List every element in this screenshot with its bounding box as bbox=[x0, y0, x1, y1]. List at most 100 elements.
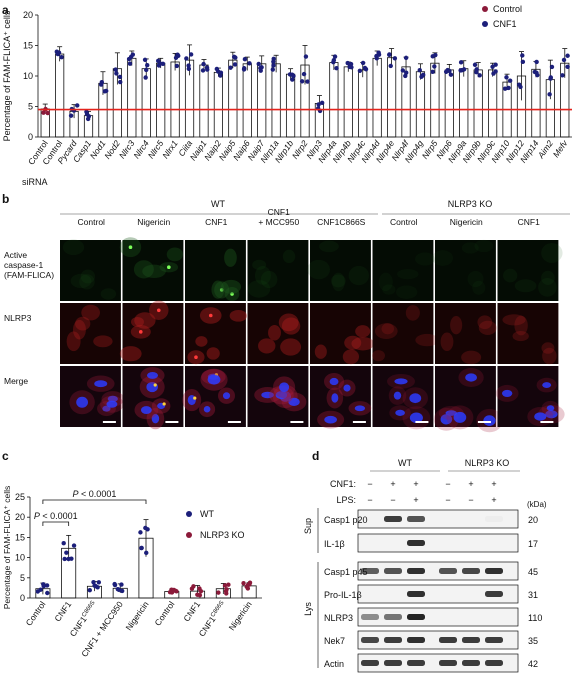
nucleus bbox=[440, 414, 453, 425]
chart-a-bar bbox=[127, 57, 137, 138]
cell-signal bbox=[541, 342, 555, 354]
chart-c-point bbox=[171, 587, 177, 593]
cell-signal bbox=[62, 239, 85, 256]
blot-group-wt: WT bbox=[398, 458, 412, 468]
cell-signal bbox=[440, 332, 454, 352]
chart-a-bar bbox=[415, 71, 426, 138]
nucleus bbox=[331, 393, 339, 403]
chart-a-point bbox=[420, 72, 426, 78]
chart-c-point bbox=[96, 580, 102, 585]
chart-c-point bbox=[116, 587, 122, 592]
chart-a-point bbox=[205, 67, 210, 72]
chart-a-point bbox=[560, 73, 565, 78]
legend-wt-label: WT bbox=[200, 509, 214, 519]
chart-c-ytick-label: 20 bbox=[15, 512, 25, 522]
blot-band bbox=[439, 660, 457, 666]
chart-a-point bbox=[232, 62, 238, 67]
chart-a-bar bbox=[531, 68, 541, 138]
micrograph-row-label: Active bbox=[4, 250, 27, 260]
blot-band bbox=[384, 637, 402, 643]
chart-a-point bbox=[156, 63, 162, 68]
chart-a-point bbox=[316, 102, 321, 107]
chart-c-point bbox=[222, 583, 228, 588]
chart-a-point bbox=[549, 64, 555, 70]
chart-a-point bbox=[532, 69, 538, 75]
cell-signal bbox=[72, 319, 86, 340]
chart-a-point bbox=[99, 80, 105, 85]
cell-signal bbox=[229, 309, 248, 322]
nucleus bbox=[542, 382, 552, 389]
blot-band bbox=[485, 637, 503, 643]
nucleus bbox=[483, 415, 496, 426]
chart-a-point bbox=[360, 60, 366, 66]
lps-lane-sign: − bbox=[390, 495, 395, 505]
legend-cnf1-dot bbox=[482, 21, 488, 27]
blot-row-label: NLRP3 bbox=[324, 613, 353, 623]
micrograph-tile bbox=[60, 240, 121, 301]
chart-a-point bbox=[256, 61, 261, 67]
cell-signal bbox=[374, 323, 398, 340]
blot-kda-value: 45 bbox=[528, 567, 538, 577]
chart-c-legend: WT NLRP3 KO bbox=[186, 509, 245, 540]
chart-a-bar bbox=[372, 57, 382, 138]
blot-band bbox=[384, 614, 402, 620]
cell-signal bbox=[66, 331, 81, 352]
cell-signal bbox=[542, 347, 557, 365]
chart-c-point bbox=[62, 556, 67, 562]
chart-a-point bbox=[143, 75, 148, 80]
chart-a-point bbox=[174, 63, 180, 69]
chart-a-point bbox=[319, 100, 325, 106]
cell-signal bbox=[100, 288, 117, 300]
chart-c-ytick-label: 5 bbox=[20, 573, 25, 583]
nucleus bbox=[207, 374, 221, 385]
chart-a-point bbox=[345, 60, 350, 66]
chart-a-point bbox=[305, 79, 310, 84]
chart-a-point bbox=[565, 53, 570, 58]
significance-bracket bbox=[42, 521, 70, 526]
chart-a-point bbox=[102, 89, 107, 94]
chart-c-point bbox=[91, 580, 96, 585]
chart-a-point bbox=[59, 54, 64, 60]
western-blot-panel: WT NLRP3 KO CNF1: LPS: (kDa) Sup Lys − + +… bbox=[303, 458, 547, 673]
chart-a-point bbox=[507, 78, 513, 83]
chart-a-point bbox=[432, 64, 437, 69]
blot-band bbox=[462, 637, 480, 643]
chart-a-point bbox=[362, 65, 368, 71]
chart-a-point bbox=[334, 65, 339, 71]
legend-ko-label: NLRP3 KO bbox=[200, 530, 245, 540]
chart-a-bar bbox=[199, 64, 209, 138]
chart-a-bar bbox=[242, 63, 252, 138]
chart-a-legend: Control CNF1 bbox=[482, 4, 522, 29]
nucleus bbox=[534, 412, 547, 421]
chart-a-point bbox=[228, 65, 233, 70]
chart-a-point bbox=[433, 52, 438, 58]
cell-signal bbox=[538, 278, 557, 297]
chart-a-bar bbox=[430, 62, 440, 138]
cell-signal bbox=[166, 247, 184, 262]
micrograph-tile bbox=[372, 303, 434, 364]
cell-signal bbox=[81, 304, 100, 321]
blot-row-label: Actin bbox=[324, 659, 344, 669]
cell-signal bbox=[221, 279, 242, 294]
chart-a-point bbox=[258, 65, 263, 71]
chart-c-point bbox=[198, 589, 204, 594]
chart-c-point bbox=[143, 525, 148, 531]
nucleus bbox=[343, 384, 351, 392]
chart-a-point bbox=[448, 72, 454, 77]
nucleus bbox=[409, 412, 423, 424]
chart-c-point bbox=[112, 582, 118, 588]
cell-signal bbox=[80, 269, 96, 284]
cell-signal bbox=[258, 338, 276, 354]
chart-a-point bbox=[388, 63, 393, 69]
cell-signal bbox=[355, 325, 371, 338]
speck bbox=[162, 402, 166, 406]
significance-label: P < 0.0001 bbox=[34, 511, 78, 521]
micrograph-row-label: caspase-1 bbox=[4, 260, 43, 270]
chart-a-point bbox=[186, 63, 191, 68]
chart-c-point bbox=[38, 587, 43, 592]
nucleus bbox=[203, 406, 211, 413]
chart-a-point bbox=[357, 68, 363, 73]
chart-c-point bbox=[224, 591, 229, 596]
